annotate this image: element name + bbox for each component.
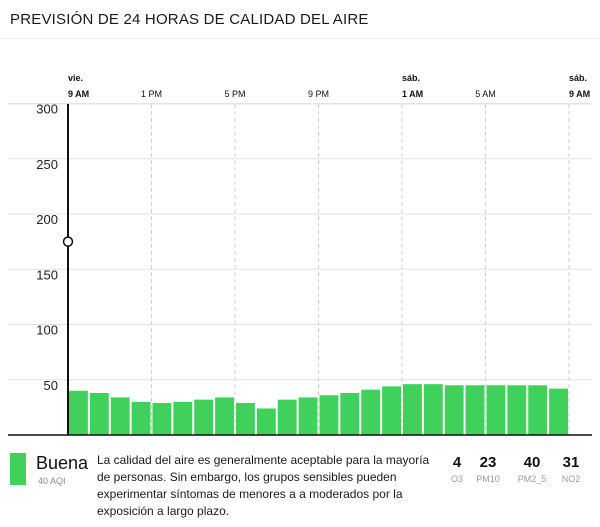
aqi-value-label: 40 AQI <box>38 476 66 486</box>
category-name: Buena <box>36 453 89 473</box>
x-time-label: 9 PM <box>308 89 329 99</box>
pollutant-value: 40 <box>523 454 541 471</box>
x-time-label: 1 PM <box>141 89 162 99</box>
aqi-bar <box>528 385 548 435</box>
page-title: PREVISIÓN DE 24 HORAS DE CALIDAD DEL AIR… <box>10 11 369 28</box>
aqi-bar <box>382 386 401 435</box>
aqi-bar <box>236 402 255 435</box>
aqi-bar <box>444 385 464 435</box>
y-tick-label: 150 <box>36 267 58 282</box>
aqi-bar <box>486 385 506 435</box>
aqi-bar <box>361 389 381 435</box>
aqi-bar <box>465 385 485 435</box>
pollutant-pm2-5: 40 PM2_5 <box>512 454 552 484</box>
pollutant-value: 4 <box>452 454 462 471</box>
aqi-bar <box>256 408 276 435</box>
aqi-bar <box>173 401 193 435</box>
x-time-label: 9 AM <box>68 89 89 99</box>
aqi-bar <box>194 399 214 435</box>
pollutant-pm10: 23 PM10 <box>468 454 508 484</box>
y-tick-label: 300 <box>36 102 58 117</box>
x-time-label: 5 AM <box>475 89 496 99</box>
aqi-bar <box>549 388 568 435</box>
x-time-label: 9 AM <box>569 89 590 99</box>
y-tick-label: 250 <box>36 157 58 172</box>
aqi-bar <box>340 393 360 435</box>
pollutant-value: 23 <box>479 454 497 471</box>
x-day-label: vie. <box>68 73 83 83</box>
header-divider <box>0 38 600 39</box>
aqi-bar <box>277 399 297 435</box>
aqi-bar <box>69 390 88 435</box>
x-day-label: sáb. <box>569 73 587 83</box>
x-time-label: 1 AM <box>402 89 423 99</box>
x-time-label: 5 PM <box>224 89 245 99</box>
aqi-bar <box>319 395 339 435</box>
aqi-bar <box>298 397 318 435</box>
aqi-bar <box>423 384 443 435</box>
pollutant-name: PM2_5 <box>517 474 547 484</box>
aqi-bar <box>507 385 527 435</box>
aqi-bar <box>110 397 130 435</box>
pollutant-name: PM10 <box>476 474 500 484</box>
y-tick-label: 50 <box>44 378 58 393</box>
pollutant-o3: 4 O3 <box>437 454 477 484</box>
aqi-bar <box>152 402 172 435</box>
pollutant-no2: 31 NO2 <box>551 454 591 484</box>
pollutant-name: NO2 <box>561 474 581 484</box>
y-tick-label: 200 <box>36 212 58 227</box>
aqi-bar <box>89 393 109 435</box>
aqi-bar <box>215 397 234 435</box>
y-tick-label: 100 <box>36 323 58 338</box>
aqi-bar <box>403 384 422 435</box>
pollutant-name: O3 <box>450 474 463 484</box>
category-description: La calidad del aire es generalmente acep… <box>97 453 430 518</box>
pollutant-value: 31 <box>562 454 580 471</box>
category-color-swatch <box>10 453 26 485</box>
aqi-bar <box>131 401 151 435</box>
x-day-label: sáb. <box>402 73 420 83</box>
aqi-forecast-chart[interactable]: 50 100 150 200 250 300 vie. 9 AM 1 PM 5 PM 9 PM sáb… <box>0 60 600 442</box>
current-value-marker <box>62 236 74 247</box>
